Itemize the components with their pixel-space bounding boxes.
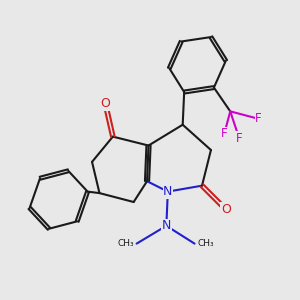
Text: F: F (255, 112, 262, 125)
Text: CH₃: CH₃ (117, 239, 134, 248)
Text: N: N (163, 185, 172, 198)
Text: CH₃: CH₃ (198, 239, 214, 248)
Text: O: O (221, 203, 231, 216)
Text: N: N (162, 219, 171, 232)
Text: F: F (221, 127, 228, 140)
Text: O: O (100, 98, 110, 110)
Text: F: F (236, 132, 242, 145)
